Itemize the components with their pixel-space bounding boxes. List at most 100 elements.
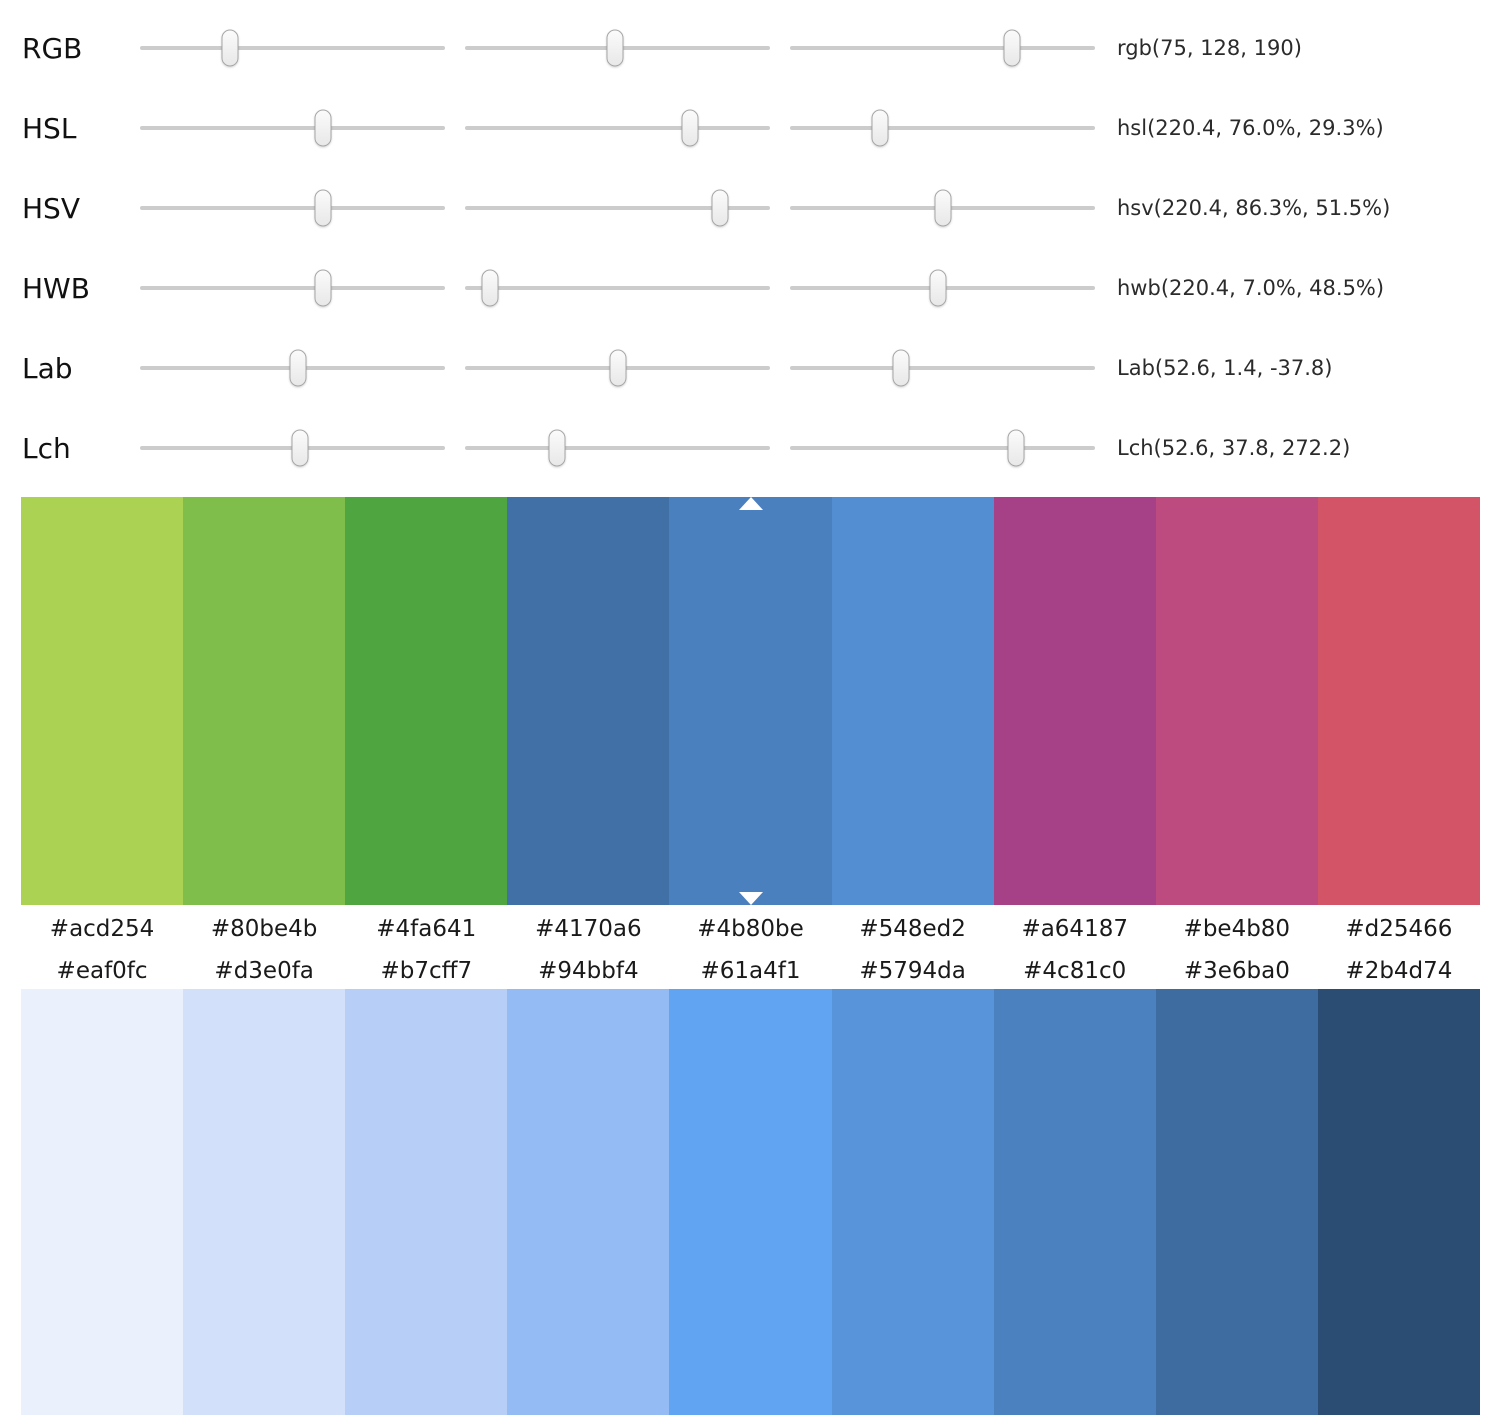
- shade-palette-block: #eaf0fc #d3e0fa #b7cff7 #94bbf4 #61a4f1 #5794…: [0, 952, 1501, 1415]
- hue-swatch-hex-label: #acd254: [49, 915, 155, 942]
- slider-track-hwb-2[interactable]: [790, 269, 1095, 307]
- hue-swatch-hex-label: #4170a6: [535, 915, 642, 942]
- shade-swatch-5[interactable]: [831, 989, 994, 1415]
- slider-track-rgb-2[interactable]: [790, 29, 1095, 67]
- color-value-text: Lab(52.6, 1.4, -37.8): [1117, 356, 1333, 380]
- slider-track-rgb-1[interactable]: [465, 29, 770, 67]
- slider-handle[interactable]: [929, 269, 947, 307]
- hue-swatch-5[interactable]: [831, 497, 994, 905]
- hue-swatch-hex-label: #80be4b: [210, 915, 318, 942]
- colorspace-label: HSV: [22, 191, 80, 225]
- hue-swatch-0[interactable]: [21, 497, 184, 905]
- shade-swatch-hex-label: #61a4f1: [700, 957, 801, 984]
- slider-track-lab-2[interactable]: [790, 349, 1095, 387]
- hue-swatch-3[interactable]: [507, 497, 670, 905]
- shade-palette: [21, 989, 1480, 1415]
- shade-swatch-hex-label: #2b4d74: [1345, 957, 1453, 984]
- slider-handle[interactable]: [609, 349, 627, 387]
- hue-swatch-6[interactable]: [993, 497, 1156, 905]
- shade-swatch-hex-label: #4c81c0: [1023, 957, 1127, 984]
- slider-track-hsl-2[interactable]: [790, 109, 1095, 147]
- hue-swatch-hex-label: #be4b80: [1183, 915, 1291, 942]
- hue-swatch-7[interactable]: [1155, 497, 1318, 905]
- slider-track-lab-1[interactable]: [465, 349, 770, 387]
- slider-track-lch-1[interactable]: [465, 429, 770, 467]
- shade-palette-labels: #eaf0fc #d3e0fa #b7cff7 #94bbf4 #61a4f1 #5794…: [21, 952, 1480, 989]
- slider-handle[interactable]: [934, 189, 952, 227]
- slider-row-hsv: HSV hsv(220.4, 86.3%, 51.5%): [22, 168, 1501, 248]
- slider-handle[interactable]: [1007, 429, 1025, 467]
- shade-swatch-8[interactable]: [1317, 989, 1480, 1415]
- slider-handle[interactable]: [314, 269, 332, 307]
- slider-track-lab-0[interactable]: [140, 349, 445, 387]
- hue-swatch-1[interactable]: [183, 497, 346, 905]
- slider-track-hwb-1[interactable]: [465, 269, 770, 307]
- hue-palette: [21, 497, 1480, 905]
- slider-track-hwb-0[interactable]: [140, 269, 445, 307]
- slider-track-lch-0[interactable]: [140, 429, 445, 467]
- colorspace-label: Lch: [22, 431, 71, 465]
- shade-swatch-4[interactable]: [669, 989, 832, 1415]
- slider-handle[interactable]: [606, 29, 624, 67]
- shade-swatch-7[interactable]: [1155, 989, 1318, 1415]
- slider-handle[interactable]: [892, 349, 910, 387]
- slider-panel: RGB rgb(75, 128, 190) HSL hsl(220.4, 76.0%,…: [0, 0, 1501, 497]
- slider-row-lch: Lch Lch(52.6, 37.8, 272.2): [22, 408, 1501, 488]
- selected-swatch-indicator-bottom: [738, 892, 763, 905]
- shade-swatch-hex-label: #5794da: [859, 957, 966, 984]
- hue-swatch-2[interactable]: [345, 497, 508, 905]
- selected-swatch-indicator-top: [738, 497, 763, 510]
- slider-handle[interactable]: [289, 349, 307, 387]
- slider-handle[interactable]: [1003, 29, 1021, 67]
- slider-handle[interactable]: [314, 189, 332, 227]
- shade-swatch-hex-label: #94bbf4: [538, 957, 639, 984]
- shade-swatch-3[interactable]: [507, 989, 670, 1415]
- color-value-text: hwb(220.4, 7.0%, 48.5%): [1117, 276, 1385, 300]
- slider-row-hsl: HSL hsl(220.4, 76.0%, 29.3%): [22, 88, 1501, 168]
- shade-swatch-1[interactable]: [183, 989, 346, 1415]
- slider-track-hsv-1[interactable]: [465, 189, 770, 227]
- slider-handle[interactable]: [871, 109, 889, 147]
- slider-handle[interactable]: [681, 109, 699, 147]
- color-value-text: hsv(220.4, 86.3%, 51.5%): [1117, 196, 1391, 220]
- slider-handle[interactable]: [314, 109, 332, 147]
- slider-handle[interactable]: [221, 29, 239, 67]
- shade-swatch-hex-label: #b7cff7: [380, 957, 473, 984]
- slider-track-rgb-0[interactable]: [140, 29, 445, 67]
- color-value-text: hsl(220.4, 76.0%, 29.3%): [1117, 116, 1384, 140]
- hue-swatch-8[interactable]: [1317, 497, 1480, 905]
- slider-row-lab: Lab Lab(52.6, 1.4, -37.8): [22, 328, 1501, 408]
- slider-row-hwb: HWB hwb(220.4, 7.0%, 48.5%): [22, 248, 1501, 328]
- shade-swatch-hex-label: #eaf0fc: [56, 957, 148, 984]
- color-value-text: Lch(52.6, 37.8, 272.2): [1117, 436, 1351, 460]
- hue-palette-block: #acd254 #80be4b #4fa641 #4170a6 #4b80be #548e…: [0, 497, 1501, 952]
- slider-handle[interactable]: [291, 429, 309, 467]
- hue-swatch-hex-label: #d25466: [1345, 915, 1453, 942]
- slider-handle[interactable]: [481, 269, 499, 307]
- shade-swatch-2[interactable]: [345, 989, 508, 1415]
- colorspace-label: Lab: [22, 351, 73, 385]
- slider-handle[interactable]: [548, 429, 566, 467]
- slider-track-hsl-1[interactable]: [465, 109, 770, 147]
- hue-swatch-hex-label: #548ed2: [859, 915, 966, 942]
- slider-track-hsv-0[interactable]: [140, 189, 445, 227]
- hue-swatch-hex-label: #4fa641: [376, 915, 477, 942]
- shade-swatch-hex-label: #d3e0fa: [214, 957, 314, 984]
- hue-swatch-hex-label: #4b80be: [697, 915, 804, 942]
- colorspace-label: RGB: [22, 31, 83, 65]
- hue-swatch-4[interactable]: [669, 497, 832, 905]
- slider-handle[interactable]: [711, 189, 729, 227]
- shade-swatch-0[interactable]: [21, 989, 184, 1415]
- color-value-text: rgb(75, 128, 190): [1117, 36, 1302, 60]
- hue-swatch-hex-label: #a64187: [1021, 915, 1128, 942]
- shade-swatch-hex-label: #3e6ba0: [1183, 957, 1290, 984]
- slider-track-lch-2[interactable]: [790, 429, 1095, 467]
- slider-track-hsv-2[interactable]: [790, 189, 1095, 227]
- shade-swatch-6[interactable]: [993, 989, 1156, 1415]
- slider-track-hsl-0[interactable]: [140, 109, 445, 147]
- hue-palette-labels: #acd254 #80be4b #4fa641 #4170a6 #4b80be #548e…: [21, 905, 1480, 952]
- colorspace-label: HSL: [22, 111, 77, 145]
- slider-row-rgb: RGB rgb(75, 128, 190): [22, 8, 1501, 88]
- colorspace-label: HWB: [22, 271, 90, 305]
